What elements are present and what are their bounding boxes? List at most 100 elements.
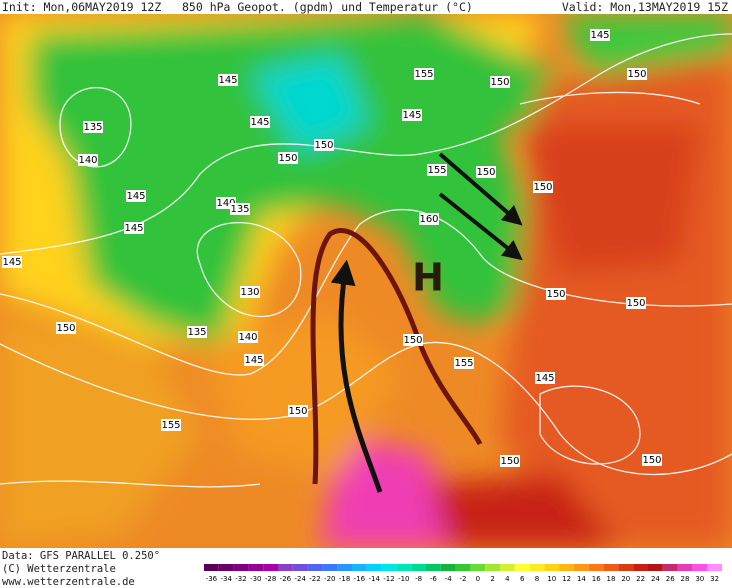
contour-label-bg — [403, 334, 423, 346]
contour-label-bg — [126, 190, 146, 202]
color-swatch — [544, 564, 560, 571]
color-swatch — [248, 564, 264, 571]
color-scale-label: -36 — [206, 575, 218, 583]
color-scale-label: 28 — [681, 575, 690, 583]
color-scale-label: -4 — [445, 575, 453, 583]
color-swatch — [292, 564, 308, 571]
color-swatch — [218, 564, 234, 571]
contour-label: 145 — [2, 257, 21, 268]
contour-label: 150 — [278, 153, 297, 164]
contour-label: 140 — [216, 198, 235, 209]
contour-label-bg — [278, 152, 298, 164]
contour-label-bg — [56, 322, 76, 334]
contour-label: 150 — [500, 456, 519, 467]
color-scale-label: 14 — [577, 575, 586, 583]
contour-label-bg — [476, 166, 496, 178]
color-scale-label: -28 — [265, 575, 276, 583]
color-scale-label: -24 — [294, 575, 306, 583]
color-swatch — [692, 564, 708, 571]
contour-label: 150 — [490, 77, 509, 88]
color-scale-label: -32 — [235, 575, 246, 583]
contour-label: 130 — [240, 287, 259, 298]
color-swatch — [455, 564, 471, 571]
contour-label-bg — [454, 357, 474, 369]
contour-label-bg — [627, 68, 647, 80]
flow-arrow — [438, 192, 523, 261]
color-swatch — [396, 564, 412, 571]
color-swatch — [366, 564, 382, 571]
contour-label: 145 — [402, 110, 421, 121]
color-scale-label: 10 — [547, 575, 556, 583]
contour-label: 155 — [161, 420, 180, 431]
color-swatch — [529, 564, 545, 571]
color-swatch — [559, 564, 574, 571]
color-swatch — [307, 564, 323, 571]
color-scale-label: -34 — [220, 575, 232, 583]
contour-label-bg — [244, 354, 264, 366]
contour-label: 135 — [83, 122, 102, 133]
color-scale-label: -22 — [309, 575, 320, 583]
color-swatch — [278, 564, 293, 571]
color-scale-label: 30 — [695, 575, 704, 583]
flow-arrow — [330, 259, 383, 493]
contour-label: 135 — [187, 327, 206, 338]
contour-label-bg — [590, 29, 610, 41]
color-swatch — [648, 564, 663, 571]
contour-label: 150 — [627, 69, 646, 80]
copyright: (C) Wetterzentrale — [2, 563, 116, 575]
color-scale-label: 20 — [621, 575, 630, 583]
color-scale-label: -8 — [415, 575, 422, 583]
contour-label: 140 — [238, 332, 257, 343]
contour-label: 145 — [244, 355, 263, 366]
color-swatch — [588, 564, 604, 571]
contour-label-bg — [161, 419, 181, 431]
contour-label-bg — [187, 326, 207, 338]
contour-label-bg — [314, 139, 334, 151]
temperature-field — [0, 14, 732, 548]
contour-label-bg — [124, 222, 144, 234]
color-swatch — [411, 564, 426, 571]
contour-label: 145 — [535, 373, 554, 384]
contour-label: 145 — [126, 191, 145, 202]
color-swatch — [707, 564, 722, 571]
contour-labels: 145 155 145 150 135 145 145 150 150 150 140 155 150 1… — [2, 29, 662, 467]
color-swatch — [352, 564, 367, 571]
color-swatch — [426, 564, 441, 571]
color-scale-label: -16 — [354, 575, 366, 583]
color-swatch — [618, 564, 634, 571]
contour-label: 135 — [230, 204, 249, 215]
color-swatch — [440, 564, 456, 571]
contour-label: 155 — [414, 69, 433, 80]
color-scale-label: -20 — [324, 575, 335, 583]
init-time: Init: Mon,06MAY2019 12Z — [2, 0, 162, 14]
color-scale-label: 18 — [607, 575, 616, 583]
color-swatch — [470, 564, 486, 571]
color-scale-label: 24 — [651, 575, 660, 583]
contour-label-bg — [288, 405, 308, 417]
contour-label: 150 — [626, 298, 645, 309]
contour-label-bg — [218, 74, 238, 86]
contour-label: 155 — [454, 358, 473, 369]
color-scale-label: -12 — [383, 575, 394, 583]
contour-label-bg — [414, 68, 434, 80]
color-scale-label: -6 — [430, 575, 438, 583]
color-swatch — [514, 564, 530, 571]
contour-label-bg — [626, 297, 646, 309]
color-scale-label: 0 — [476, 575, 480, 583]
contour-label: 150 — [403, 335, 422, 346]
contour-label: 145 — [218, 75, 237, 86]
contour-label-bg — [238, 331, 258, 343]
contour-label: 150 — [56, 323, 75, 334]
contour-label: 145 — [124, 223, 143, 234]
color-swatch — [263, 564, 278, 571]
contour-label-bg — [535, 372, 555, 384]
color-scale-label: -10 — [398, 575, 409, 583]
contour-label-bg — [240, 286, 260, 298]
color-scale-label: 8 — [535, 575, 539, 583]
contour-label: 150 — [288, 406, 307, 417]
color-swatch — [204, 564, 219, 571]
contour-label-bg — [250, 116, 270, 128]
color-scale-label: -2 — [460, 575, 467, 583]
contour-label-bg — [2, 256, 22, 268]
